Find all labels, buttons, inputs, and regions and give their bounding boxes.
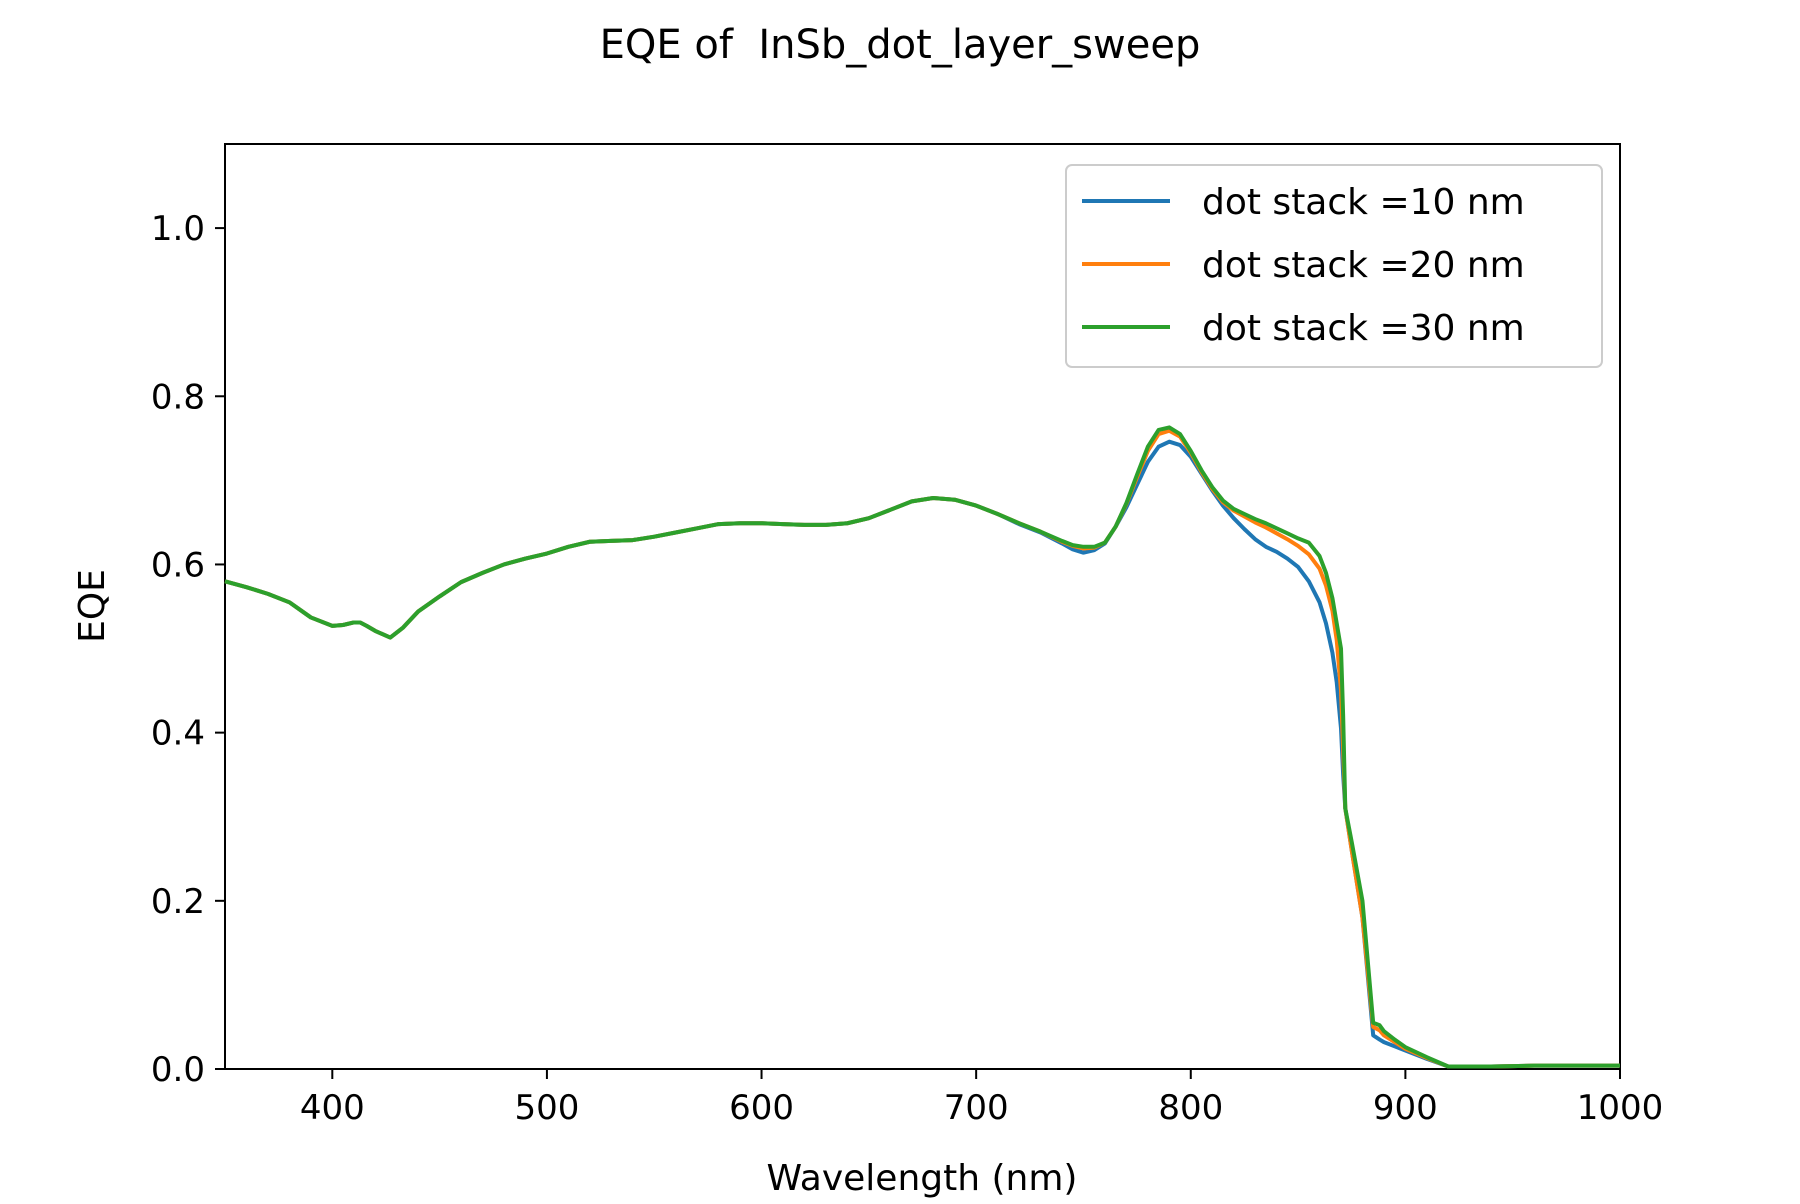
y-tick-label: 1.0: [151, 209, 205, 249]
series-line-2: [224, 428, 1620, 1069]
legend: dot stack =10 nm dot stack =20 nm dot st…: [1065, 164, 1603, 368]
series-lines: [224, 425, 1620, 1069]
x-axis-ticks: 400 500 600 700 800 900 1000: [300, 1069, 1663, 1128]
y-tick-label: 0.2: [151, 882, 205, 922]
legend-frame: [1065, 164, 1603, 368]
series-line-3: [224, 425, 1620, 1069]
x-tick-label: 700: [944, 1088, 1009, 1128]
x-tick-label: 1000: [1577, 1088, 1664, 1128]
chart-title: EQE of InSb_dot_layer_sweep: [600, 22, 1201, 68]
y-tick-label: 0.4: [151, 714, 205, 754]
x-tick-label: 800: [1158, 1088, 1223, 1128]
x-tick-label: 600: [729, 1088, 794, 1128]
legend-label-20nm: dot stack =20 nm: [1202, 245, 1525, 286]
y-tick-label: 0.6: [151, 545, 205, 585]
series-line-1: [224, 439, 1620, 1069]
y-axis-label: EQE: [72, 569, 113, 643]
legend-label-30nm: dot stack =30 nm: [1202, 308, 1525, 349]
x-tick-label: 500: [514, 1088, 579, 1128]
plot-area-frame: [224, 143, 1621, 1070]
x-tick-label: 400: [300, 1088, 365, 1128]
legend-label-10nm: dot stack =10 nm: [1202, 182, 1525, 223]
x-axis-label: Wavelength (nm): [767, 1158, 1078, 1199]
y-tick-label: 0.0: [151, 1050, 205, 1090]
y-axis-ticks: 0.0 0.2 0.4 0.6 0.8 1.0: [151, 209, 225, 1090]
x-tick-label: 900: [1373, 1088, 1438, 1128]
y-tick-label: 0.8: [151, 377, 205, 417]
